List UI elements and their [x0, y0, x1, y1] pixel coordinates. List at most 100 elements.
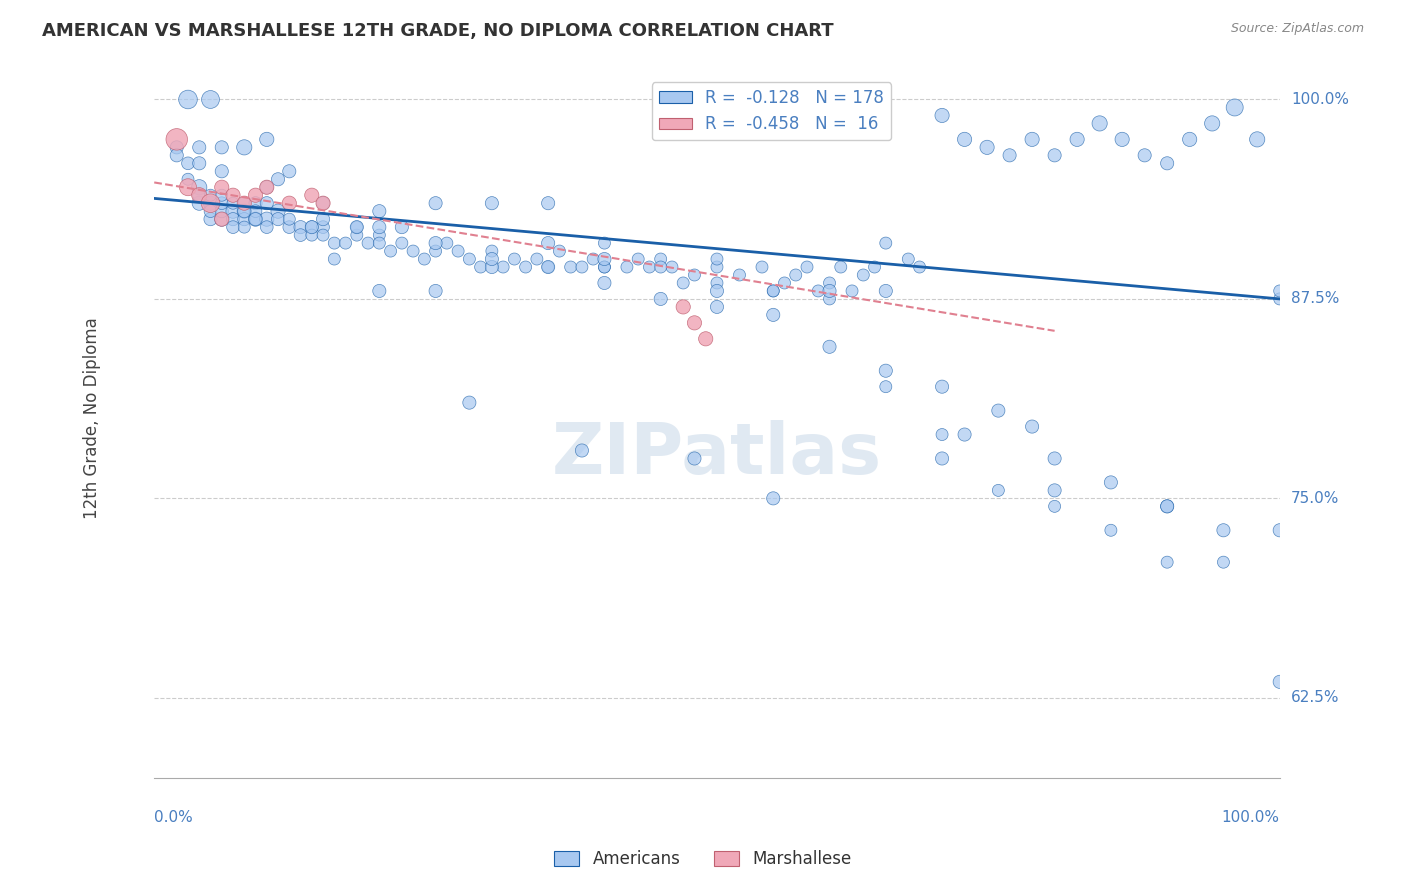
Point [875, 379, 897, 393]
Point [1021, 132, 1043, 146]
Point [728, 268, 751, 282]
Point [222, 220, 245, 235]
Point [267, 204, 290, 219]
Point [706, 276, 728, 290]
Point [841, 284, 863, 298]
Point [1223, 100, 1246, 114]
Point [987, 403, 1010, 417]
Point [773, 276, 796, 290]
Point [593, 236, 616, 251]
Point [818, 284, 841, 298]
Point [245, 212, 267, 227]
Point [290, 228, 312, 243]
Point [312, 196, 335, 211]
Point [301, 228, 323, 243]
Point [278, 164, 301, 178]
Point [1156, 555, 1178, 569]
Point [233, 196, 256, 211]
Point [256, 212, 278, 227]
Point [245, 188, 267, 202]
Point [436, 236, 458, 251]
Point [976, 140, 998, 154]
Point [908, 260, 931, 274]
Point [616, 260, 638, 274]
Point [931, 451, 953, 466]
Point [470, 260, 492, 274]
Point [683, 316, 706, 330]
Point [323, 252, 346, 266]
Point [807, 284, 830, 298]
Point [233, 140, 256, 154]
Point [425, 236, 447, 251]
Point [346, 220, 368, 235]
Point [537, 196, 560, 211]
Point [515, 260, 537, 274]
Point [200, 188, 222, 202]
Point [166, 148, 188, 162]
Point [256, 180, 278, 194]
Point [762, 284, 785, 298]
Point [188, 188, 211, 202]
Point [245, 204, 267, 219]
Point [458, 395, 481, 409]
Point [188, 140, 211, 154]
Point [953, 132, 976, 146]
Point [638, 260, 661, 274]
Point [177, 180, 200, 194]
Point [1043, 148, 1066, 162]
Point [1043, 451, 1066, 466]
Point [931, 427, 953, 442]
Point [706, 252, 728, 266]
Point [425, 284, 447, 298]
Point [177, 172, 200, 186]
Legend: Americans, Marshallese: Americans, Marshallese [548, 844, 858, 875]
Point [571, 443, 593, 458]
Point [650, 292, 672, 306]
Point [368, 284, 391, 298]
Point [256, 220, 278, 235]
Point [233, 196, 256, 211]
Point [278, 220, 301, 235]
Point [267, 212, 290, 227]
Point [672, 300, 695, 314]
Point [706, 300, 728, 314]
Text: ZIPatlas: ZIPatlas [553, 420, 882, 489]
Point [200, 204, 222, 219]
Point [312, 196, 335, 211]
Point [706, 284, 728, 298]
Point [256, 132, 278, 146]
Point [818, 292, 841, 306]
Point [368, 228, 391, 243]
Point [1212, 523, 1234, 537]
Point [312, 212, 335, 227]
Text: 75.0%: 75.0% [1291, 491, 1339, 506]
Point [560, 260, 582, 274]
Point [796, 260, 818, 274]
Point [301, 188, 323, 202]
Point [380, 244, 402, 258]
Point [267, 172, 290, 186]
Point [211, 212, 233, 227]
Point [481, 252, 503, 266]
Point [492, 260, 515, 274]
Point [402, 244, 425, 258]
Point [222, 188, 245, 202]
Point [897, 252, 920, 266]
Point [762, 308, 785, 322]
Point [650, 252, 672, 266]
Point [818, 276, 841, 290]
Point [526, 252, 548, 266]
Point [1212, 555, 1234, 569]
Point [953, 427, 976, 442]
Point [571, 260, 593, 274]
Point [425, 196, 447, 211]
Point [256, 196, 278, 211]
Text: Source: ZipAtlas.com: Source: ZipAtlas.com [1230, 22, 1364, 36]
Point [1066, 132, 1088, 146]
Point [222, 212, 245, 227]
Point [537, 236, 560, 251]
Point [481, 196, 503, 211]
Point [931, 379, 953, 393]
Point [211, 204, 233, 219]
Point [695, 332, 717, 346]
